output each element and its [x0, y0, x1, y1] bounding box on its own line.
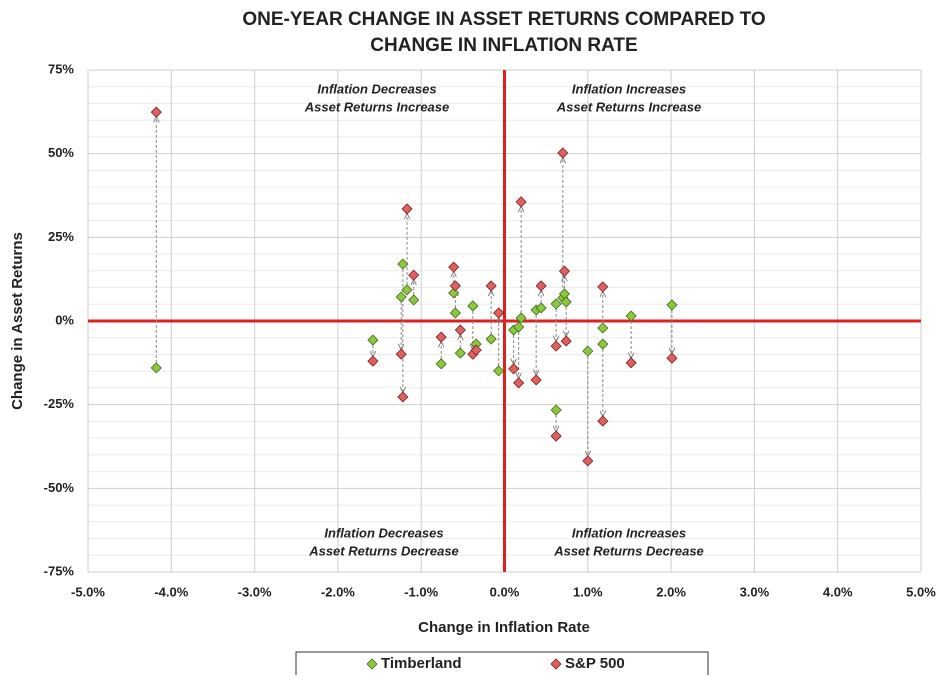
point [513, 321, 525, 333]
point [408, 294, 420, 306]
point [550, 298, 562, 310]
annotation: Asset Returns Increase [556, 99, 702, 114]
point [597, 415, 609, 427]
point [666, 352, 678, 364]
point [397, 391, 409, 403]
point [150, 362, 162, 374]
annotation: Inflation Decreases [317, 81, 436, 96]
y-tick-label: 25% [48, 229, 74, 244]
point [560, 335, 572, 347]
point [493, 307, 505, 319]
x-tick-label: 4.0% [823, 584, 853, 599]
x-tick-label: -2.0% [321, 584, 355, 599]
point [582, 345, 594, 357]
point [448, 261, 460, 273]
point [395, 348, 407, 360]
x-tick-label: -4.0% [154, 584, 188, 599]
point [367, 355, 379, 367]
point [625, 310, 637, 322]
x-tick-label: 1.0% [573, 584, 603, 599]
point [597, 281, 609, 293]
point [150, 106, 162, 118]
point [485, 333, 497, 345]
x-tick-label: 3.0% [740, 584, 770, 599]
y-tick-label: -50% [44, 480, 75, 495]
point [435, 331, 447, 343]
chart-title: ONE-YEAR CHANGE IN ASSET RETURNS COMPARE… [242, 9, 765, 30]
chart-title: CHANGE IN INFLATION RATE [370, 35, 637, 56]
point [449, 307, 461, 319]
x-tick-label: 5.0% [906, 584, 936, 599]
point [550, 404, 562, 416]
point [535, 302, 547, 314]
point [530, 374, 542, 386]
point [597, 338, 609, 350]
point [625, 357, 637, 369]
y-tick-label: 0% [55, 312, 74, 327]
point [535, 280, 547, 292]
legend-marker [366, 658, 378, 670]
point [395, 291, 407, 303]
y-tick-label: 75% [48, 61, 74, 76]
legend-label: Timberland [381, 655, 462, 672]
annotation: Asset Returns Decrease [553, 543, 704, 558]
point [550, 340, 562, 352]
x-tick-label: -1.0% [404, 584, 438, 599]
point [467, 300, 479, 312]
point [515, 312, 527, 324]
point [666, 299, 678, 311]
point [401, 284, 413, 296]
point [408, 269, 420, 281]
legend-marker [550, 658, 562, 670]
x-tick-label: 0.0% [490, 584, 520, 599]
x-tick-label: -5.0% [71, 584, 105, 599]
point [367, 334, 379, 346]
point [454, 347, 466, 359]
x-axis-label: Change in Inflation Rate [418, 619, 590, 636]
point [493, 365, 505, 377]
y-tick-label: -25% [44, 396, 75, 411]
point [508, 363, 520, 375]
point [550, 430, 562, 442]
point [582, 455, 594, 467]
point [470, 344, 482, 356]
y-tick-label: 50% [48, 145, 74, 160]
legend-box [295, 651, 709, 680]
point [485, 280, 497, 292]
legend-label: S&P 500 [565, 655, 625, 672]
point [560, 296, 572, 308]
x-tick-label: -3.0% [238, 584, 272, 599]
point [515, 196, 527, 208]
y-tick-label: -75% [44, 563, 75, 578]
annotation: Inflation Decreases [324, 525, 443, 540]
annotation: Asset Returns Increase [304, 99, 450, 114]
point [397, 258, 409, 270]
point [557, 147, 569, 159]
point [454, 324, 466, 336]
point [597, 322, 609, 334]
annotation: Inflation Increases [572, 81, 686, 96]
point [449, 280, 461, 292]
point [513, 377, 525, 389]
point [435, 358, 447, 370]
annotation: Inflation Increases [572, 525, 686, 540]
annotation: Asset Returns Decrease [308, 543, 459, 558]
y-axis-label: Change in Asset Returns [9, 232, 26, 410]
point [401, 203, 413, 215]
x-tick-label: 2.0% [656, 584, 686, 599]
point [558, 265, 571, 277]
